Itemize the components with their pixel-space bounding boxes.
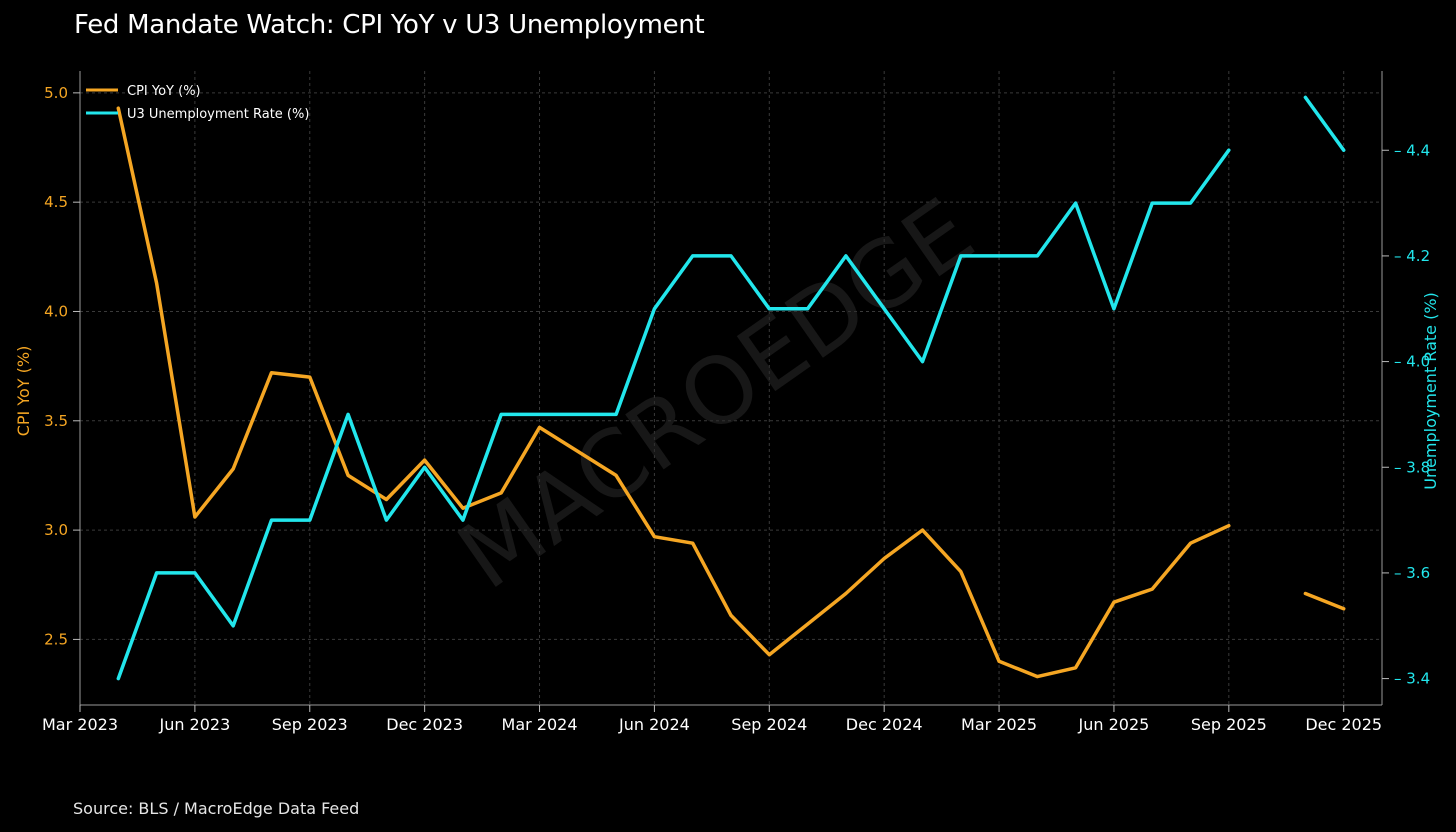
right-y-tick-label: – 4.2 <box>1394 247 1430 265</box>
right-y-tick-label: – 3.4 <box>1394 670 1430 688</box>
watermark: MACROEDGE <box>440 178 993 610</box>
chart-title: Fed Mandate Watch: CPI YoY v U3 Unemploy… <box>74 10 705 40</box>
legend-label-unemployment: U3 Unemployment Rate (%) <box>127 107 309 122</box>
x-tick-label: Mar 2023 <box>42 715 118 734</box>
left-y-tick-label: 5.0 <box>44 84 68 102</box>
x-tick-label: Jun 2023 <box>158 715 230 734</box>
right-y-tick-label: – 3.8 <box>1394 458 1430 476</box>
series-line-cpi <box>116 106 1231 679</box>
source-note: Source: BLS / MacroEdge Data Feed <box>73 799 360 818</box>
right-y-tick-label: – 4.4 <box>1394 141 1430 159</box>
left-axis-label: CPI YoY (%) <box>14 346 33 437</box>
x-tick-label: Sep 2025 <box>1191 715 1267 734</box>
x-ticks: Mar 2023 Jun 2023 Sep 2023 Dec 2023 Mar 2024… <box>42 705 1382 734</box>
x-tick-label: Sep 2024 <box>731 715 807 734</box>
series-line-unemployment <box>116 148 1231 681</box>
x-tick-label: Sep 2023 <box>272 715 348 734</box>
x-tick-label: Mar 2025 <box>961 715 1037 734</box>
x-tick-label: Dec 2023 <box>386 715 463 734</box>
series-line-cpi <box>1303 591 1346 611</box>
left-y-tick-label: 4.5 <box>44 193 68 211</box>
left-y-tick-label: 3.5 <box>44 412 68 430</box>
left-y-tick-label: 3.0 <box>44 521 68 539</box>
left-y-tick-label: 4.0 <box>44 302 68 320</box>
legend: CPI YoY (%) U3 Unemployment Rate (%) <box>86 84 309 122</box>
left-y-tick-label: 2.5 <box>44 630 68 648</box>
right-y-ticks: – 3.4 – 3.6 – 3.8 – 4.0 – 4.2 – 4.4 <box>1382 141 1430 688</box>
x-tick-label: Jun 2025 <box>1078 715 1150 734</box>
x-tick-label: Dec 2024 <box>846 715 923 734</box>
right-axis-label: Unemployment Rate (%) <box>1421 292 1440 490</box>
series-lines <box>116 95 1346 681</box>
left-y-ticks: 2.5 3.0 3.5 4.0 4.5 5.0 <box>44 84 80 648</box>
right-y-tick-label: – 3.6 <box>1394 564 1430 582</box>
x-tick-label: Dec 2025 <box>1305 715 1382 734</box>
axes <box>79 71 1383 706</box>
x-tick-label: Mar 2024 <box>502 715 578 734</box>
series-line-unemployment <box>1303 95 1346 152</box>
right-y-tick-label: – 4.0 <box>1394 353 1430 371</box>
legend-label-cpi: CPI YoY (%) <box>127 84 201 99</box>
x-tick-label: Jun 2024 <box>618 715 690 734</box>
